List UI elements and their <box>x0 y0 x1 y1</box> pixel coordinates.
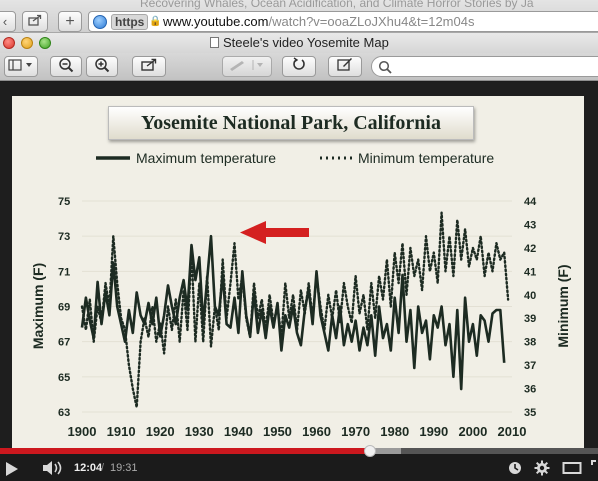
played-bar <box>0 448 370 454</box>
y-tick-label: 69 <box>58 302 70 314</box>
back-button[interactable]: ‹ <box>0 11 16 32</box>
window-titlebar: Steele's video Yosemite Map <box>0 33 598 53</box>
total-time: 19:31 <box>110 462 138 474</box>
temperature-chart: Maximum temperature Minimum temperature … <box>30 150 571 439</box>
url-host: www.youtube.com <box>163 14 269 29</box>
share-button[interactable] <box>22 11 48 32</box>
chart-ticks: 63 65 67 69 71 73 75 35 36 37 38 39 40 41 42 43 44 1900 19… <box>30 196 571 439</box>
window-title: Steele's video Yosemite Map <box>210 35 389 50</box>
y2-tick-label: 38 <box>524 337 536 349</box>
y-tick-label: 71 <box>58 266 70 278</box>
window-title-text: Steele's video Yosemite Map <box>223 35 389 50</box>
video-frame-slide: Maximum temperature Minimum temperature … <box>12 96 584 448</box>
y2-tick-label: 41 <box>524 266 536 278</box>
y-tick-label: 75 <box>58 196 70 208</box>
y-tick-label: 63 <box>58 407 70 419</box>
x-tick-label: 2010 <box>498 424 527 439</box>
arrow-head <box>240 221 266 244</box>
zoom-in-icon <box>95 58 110 73</box>
close-window-button[interactable] <box>3 37 15 49</box>
sidebar-toggle-button[interactable] <box>4 56 38 77</box>
annotate-button[interactable] <box>222 56 272 77</box>
url-field[interactable]: https 🔒 www.youtube.com/watch?v=ooaZLoJX… <box>88 11 598 32</box>
red-arrow-annotation <box>240 221 309 244</box>
play-icon[interactable] <box>6 462 18 476</box>
edit-toolbar-button[interactable] <box>328 56 362 77</box>
x-tick-label: 1940 <box>224 424 253 439</box>
watch-later-icon[interactable] <box>506 460 524 476</box>
legend-min-label: Minimum temperature <box>358 150 494 166</box>
annotate-icon <box>230 60 263 71</box>
y2-tick-label: 40 <box>524 290 536 302</box>
url-path: /watch?v=ooaZLoJXhu4&t=12m04s <box>268 14 475 29</box>
maximum-temperature-line <box>80 234 506 391</box>
x-tick-label: 1980 <box>380 424 409 439</box>
y2-tick-label: 44 <box>524 196 537 208</box>
minimize-window-button[interactable] <box>21 37 33 49</box>
x-tick-label: 1950 <box>263 424 292 439</box>
export-button[interactable] <box>132 56 166 77</box>
x-tick-label: 1910 <box>107 424 136 439</box>
time-separator: / <box>101 462 105 474</box>
x-tick-label: 1900 <box>68 424 97 439</box>
progress-bar[interactable] <box>0 445 598 457</box>
y2-tick-label: 37 <box>524 360 536 372</box>
y2-tick-label: 36 <box>524 384 536 396</box>
video-player[interactable]: Maximum temperature Minimum temperature … <box>0 82 598 448</box>
share-icon <box>28 14 42 26</box>
chart-series <box>80 211 510 409</box>
y2-tick-label: 39 <box>524 313 536 325</box>
settings-gear-icon[interactable] <box>533 460 551 476</box>
background-window-title: Recovering Whales, Ocean Acidification, … <box>140 0 534 10</box>
y2-tick-label: 35 <box>524 407 536 419</box>
app-toolbar <box>0 53 598 81</box>
y-tick-label: 67 <box>58 337 70 349</box>
zoom-in-button[interactable] <box>86 56 118 77</box>
y2-axis-label: Minimum (F) <box>555 264 571 347</box>
document-icon <box>210 37 219 48</box>
globe-icon <box>93 15 107 29</box>
search-input[interactable] <box>371 56 598 77</box>
chart-title: Yosemite National Park, California <box>108 106 474 140</box>
share-icon <box>141 58 157 71</box>
y2-tick-label: 43 <box>524 219 536 231</box>
legend-max-label: Maximum temperature <box>136 150 276 166</box>
fullscreen-icon[interactable] <box>590 460 598 476</box>
current-time: 12:04 <box>74 462 103 474</box>
y2-tick-label: 42 <box>524 243 536 255</box>
x-tick-label: 1960 <box>302 424 331 439</box>
x-tick-label: 1970 <box>341 424 370 439</box>
chart-legend: Maximum temperature Minimum temperature <box>96 150 494 166</box>
search-icon <box>378 60 392 74</box>
zoom-out-icon <box>59 58 74 73</box>
zoom-out-button[interactable] <box>50 56 82 77</box>
x-tick-label: 1930 <box>185 424 214 439</box>
theater-mode-icon[interactable] <box>562 460 582 476</box>
zoom-window-button[interactable] <box>39 37 51 49</box>
rotate-icon <box>293 57 305 70</box>
edit-icon <box>337 58 352 71</box>
url-text[interactable]: www.youtube.com/watch?v=ooaZLoJXhu4&t=12… <box>163 14 474 29</box>
lock-icon: 🔒 <box>149 16 162 27</box>
x-tick-label: 1920 <box>146 424 175 439</box>
arrow-shaft <box>263 228 309 237</box>
volume-icon[interactable] <box>42 460 64 476</box>
x-tick-label: 2000 <box>458 424 487 439</box>
y-tick-label: 73 <box>58 231 70 243</box>
rotate-button[interactable] <box>282 56 316 77</box>
y-axis-label: Maximum (F) <box>30 263 46 349</box>
scrubber-handle[interactable] <box>363 445 376 457</box>
y-tick-label: 65 <box>58 372 70 384</box>
minimum-temperature-line <box>80 211 510 409</box>
player-controls: 12:04 / 19:31 <box>0 445 598 481</box>
x-tick-label: 1990 <box>419 424 448 439</box>
sidebar-icon <box>8 59 32 71</box>
new-tab-button[interactable]: + <box>58 11 82 32</box>
https-badge: https <box>111 14 149 30</box>
address-bar-row: Recovering Whales, Ocean Acidification, … <box>0 0 598 33</box>
